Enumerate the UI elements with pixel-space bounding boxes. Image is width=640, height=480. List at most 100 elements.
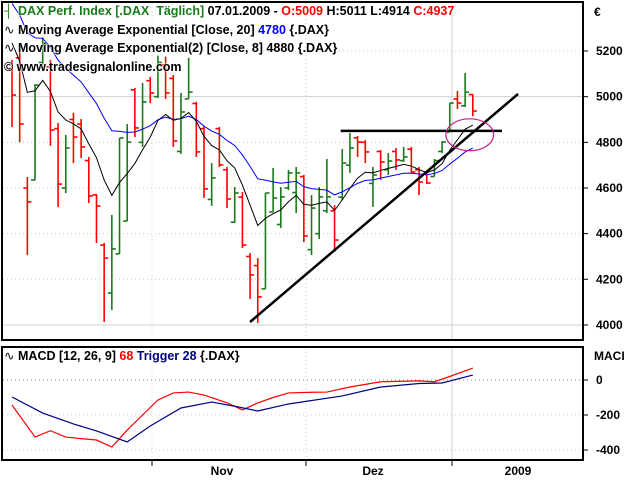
ohlc-bar — [230, 187, 239, 224]
macd-value: 68 — [119, 349, 134, 363]
price-axis-label: 4000 — [596, 318, 623, 332]
trigger-label: Trigger 28 — [133, 349, 197, 363]
line-series-icon: ∿ — [4, 41, 15, 55]
price-plot — [8, 3, 519, 323]
ohlc-bar — [445, 102, 454, 133]
ohlc-bar — [330, 205, 339, 252]
macd-plot — [11, 367, 474, 448]
ohlc-bar — [115, 137, 124, 255]
ema20-suffix: {.DAX} — [285, 23, 329, 37]
ohlc-bar — [146, 77, 155, 104]
price-axis-label: 4200 — [596, 272, 623, 286]
macd-axis-label: -400 — [596, 443, 620, 457]
ohlc-bar — [61, 135, 70, 194]
ohlc-bar — [8, 59, 16, 128]
ohlc-bar — [368, 166, 377, 207]
line-series-icon: ∿ — [4, 349, 15, 363]
legend-high-low: H:5011 L:4914 — [323, 4, 414, 18]
price-axis-label: 4600 — [596, 181, 623, 195]
ohlc-bar — [100, 243, 109, 322]
line-series-icon: ∿ — [4, 23, 15, 37]
ohlc-bar — [123, 124, 132, 222]
currency-label: € — [594, 5, 601, 19]
ohlc-bar — [107, 214, 116, 310]
ohlc-bar — [153, 55, 162, 99]
ohlc-bar — [223, 166, 232, 209]
ohlc-bar — [407, 146, 416, 173]
ohlc-bar — [246, 253, 255, 299]
ohlc-bar — [261, 192, 270, 290]
macd-axis-title: MACI — [594, 349, 625, 363]
ohlc-bar — [46, 59, 55, 146]
legend-ema20: ∿ Moving Average Exponential [Close, 20] … — [4, 23, 329, 37]
x-axis-label: 2009 — [505, 464, 532, 478]
copyright: © www.tradesignalonline.com — [4, 60, 182, 74]
ohlc-bar — [92, 193, 101, 244]
ohlc-bar-icon: ┤ — [4, 4, 13, 18]
ohlc-bar — [130, 87, 139, 138]
ohlc-bar — [399, 146, 408, 162]
ohlc-bar — [215, 127, 224, 167]
highlight-ellipse — [445, 118, 495, 152]
ohlc-bar — [38, 37, 47, 65]
ema8-line — [11, 42, 474, 227]
macd-line — [11, 367, 474, 448]
macd-axis-label: 0 — [596, 373, 603, 387]
ohlc-bar — [284, 169, 293, 191]
ohlc-bar — [361, 140, 370, 164]
ohlc-bar — [31, 84, 40, 181]
ohlc-bar — [84, 156, 93, 204]
ohlc-bar — [69, 112, 78, 164]
ohlc-bar — [345, 132, 354, 173]
legend-date: 07.01.2009 - — [207, 4, 282, 18]
price-axis-label: 5000 — [596, 90, 623, 104]
instrument-name: DAX Perf. Index [.DAX Täglich] — [18, 4, 205, 18]
ohlc-bar — [176, 93, 185, 154]
ema8-label: Moving Average Exponential(2) [Close, 8]… — [18, 41, 338, 55]
legend-close: C:4937 — [413, 4, 455, 18]
ohlc-bar — [322, 158, 331, 214]
price-panel-frame — [1, 1, 584, 341]
ohlc-bar — [376, 150, 385, 180]
ohlc-bar — [207, 163, 216, 207]
ohlc-bar — [77, 119, 86, 159]
ohlc-bar — [438, 140, 447, 154]
legend-instrument: ┤ DAX Perf. Index [.DAX Täglich] 07.01.20… — [4, 4, 454, 18]
macd-axis-label: -200 — [596, 408, 620, 422]
ohlc-bar — [276, 187, 285, 228]
price-axis-label: 5200 — [596, 44, 623, 58]
ohlc-bar — [169, 74, 178, 147]
ohlc-bar — [200, 125, 208, 199]
legend-open: O:5009 — [281, 4, 323, 18]
ohlc-bar — [269, 167, 278, 213]
ohlc-bar — [253, 258, 262, 323]
ohlc-bar — [453, 90, 462, 109]
ohlc-bar — [54, 122, 63, 207]
ohlc-bar — [184, 57, 193, 100]
ema20-line — [11, 3, 474, 196]
ohlc-bar — [338, 148, 347, 201]
macd-suffix: {.DAX} — [196, 349, 240, 363]
legend-macd: ∿ MACD [12, 26, 9] 68 Trigger 28 {.DAX} — [4, 349, 240, 363]
trigger-line — [11, 374, 473, 443]
ema20-label: Moving Average Exponential [Close, 20] — [18, 23, 259, 37]
price-axis-label: 4800 — [596, 135, 623, 149]
ohlc-bar — [23, 177, 32, 256]
x-axis-label: Nov — [211, 464, 234, 478]
macd-panel-frame — [1, 346, 584, 461]
ema20-value: 4780 — [258, 23, 286, 37]
ohlc-bar — [238, 192, 247, 249]
ohlc-bar — [161, 56, 170, 99]
price-axis-label: 4400 — [596, 227, 623, 241]
ohlc-bar — [353, 135, 362, 157]
x-axis-label: Dez — [362, 464, 383, 478]
ohlc-bar — [461, 72, 470, 107]
macd-label: MACD [12, 26, 9] — [18, 349, 120, 363]
ohlc-bar — [138, 82, 147, 147]
ohlc-bar — [315, 187, 324, 239]
ohlc-bar — [468, 93, 477, 117]
ohlc-bar — [292, 166, 301, 214]
ohlc-bar — [384, 153, 393, 175]
ohlc-bar — [192, 101, 201, 157]
